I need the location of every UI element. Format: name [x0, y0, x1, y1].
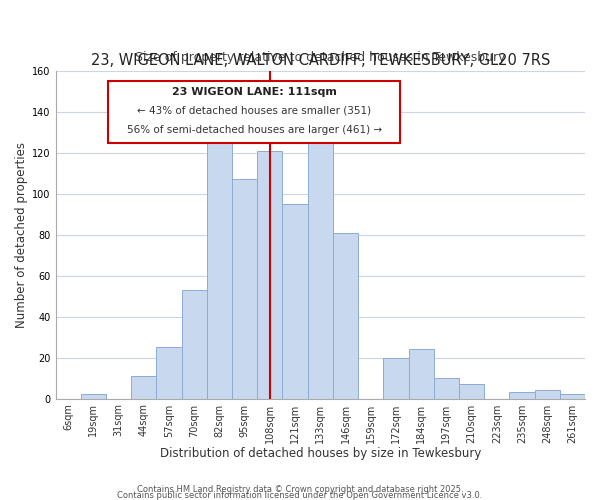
Bar — [383, 358, 409, 399]
Bar — [333, 232, 358, 398]
Bar — [157, 348, 182, 399]
FancyBboxPatch shape — [109, 80, 400, 143]
Bar — [459, 384, 484, 398]
Bar — [182, 290, 207, 399]
X-axis label: Distribution of detached houses by size in Tewkesbury: Distribution of detached houses by size … — [160, 447, 481, 460]
Bar — [207, 130, 232, 398]
Bar — [232, 180, 257, 398]
Bar — [434, 378, 459, 398]
Text: 56% of semi-detached houses are larger (461) →: 56% of semi-detached houses are larger (… — [127, 125, 382, 135]
Text: Size of property relative to detached houses in Tewkesbury: Size of property relative to detached ho… — [135, 51, 506, 64]
Text: Contains HM Land Registry data © Crown copyright and database right 2025.: Contains HM Land Registry data © Crown c… — [137, 485, 463, 494]
Bar — [308, 140, 333, 398]
Bar — [509, 392, 535, 398]
Text: Contains public sector information licensed under the Open Government Licence v3: Contains public sector information licen… — [118, 491, 482, 500]
Bar — [131, 376, 157, 398]
Bar — [81, 394, 106, 398]
Bar — [535, 390, 560, 398]
Title: 23, WIGEON LANE, WALTON CARDIFF, TEWKESBURY, GL20 7RS: 23, WIGEON LANE, WALTON CARDIFF, TEWKESB… — [91, 53, 550, 68]
Y-axis label: Number of detached properties: Number of detached properties — [15, 142, 28, 328]
Bar — [257, 150, 283, 398]
Bar — [560, 394, 585, 398]
Text: 23 WIGEON LANE: 111sqm: 23 WIGEON LANE: 111sqm — [172, 87, 337, 97]
Bar — [283, 204, 308, 398]
Bar — [409, 350, 434, 399]
Text: ← 43% of detached houses are smaller (351): ← 43% of detached houses are smaller (35… — [137, 105, 371, 115]
